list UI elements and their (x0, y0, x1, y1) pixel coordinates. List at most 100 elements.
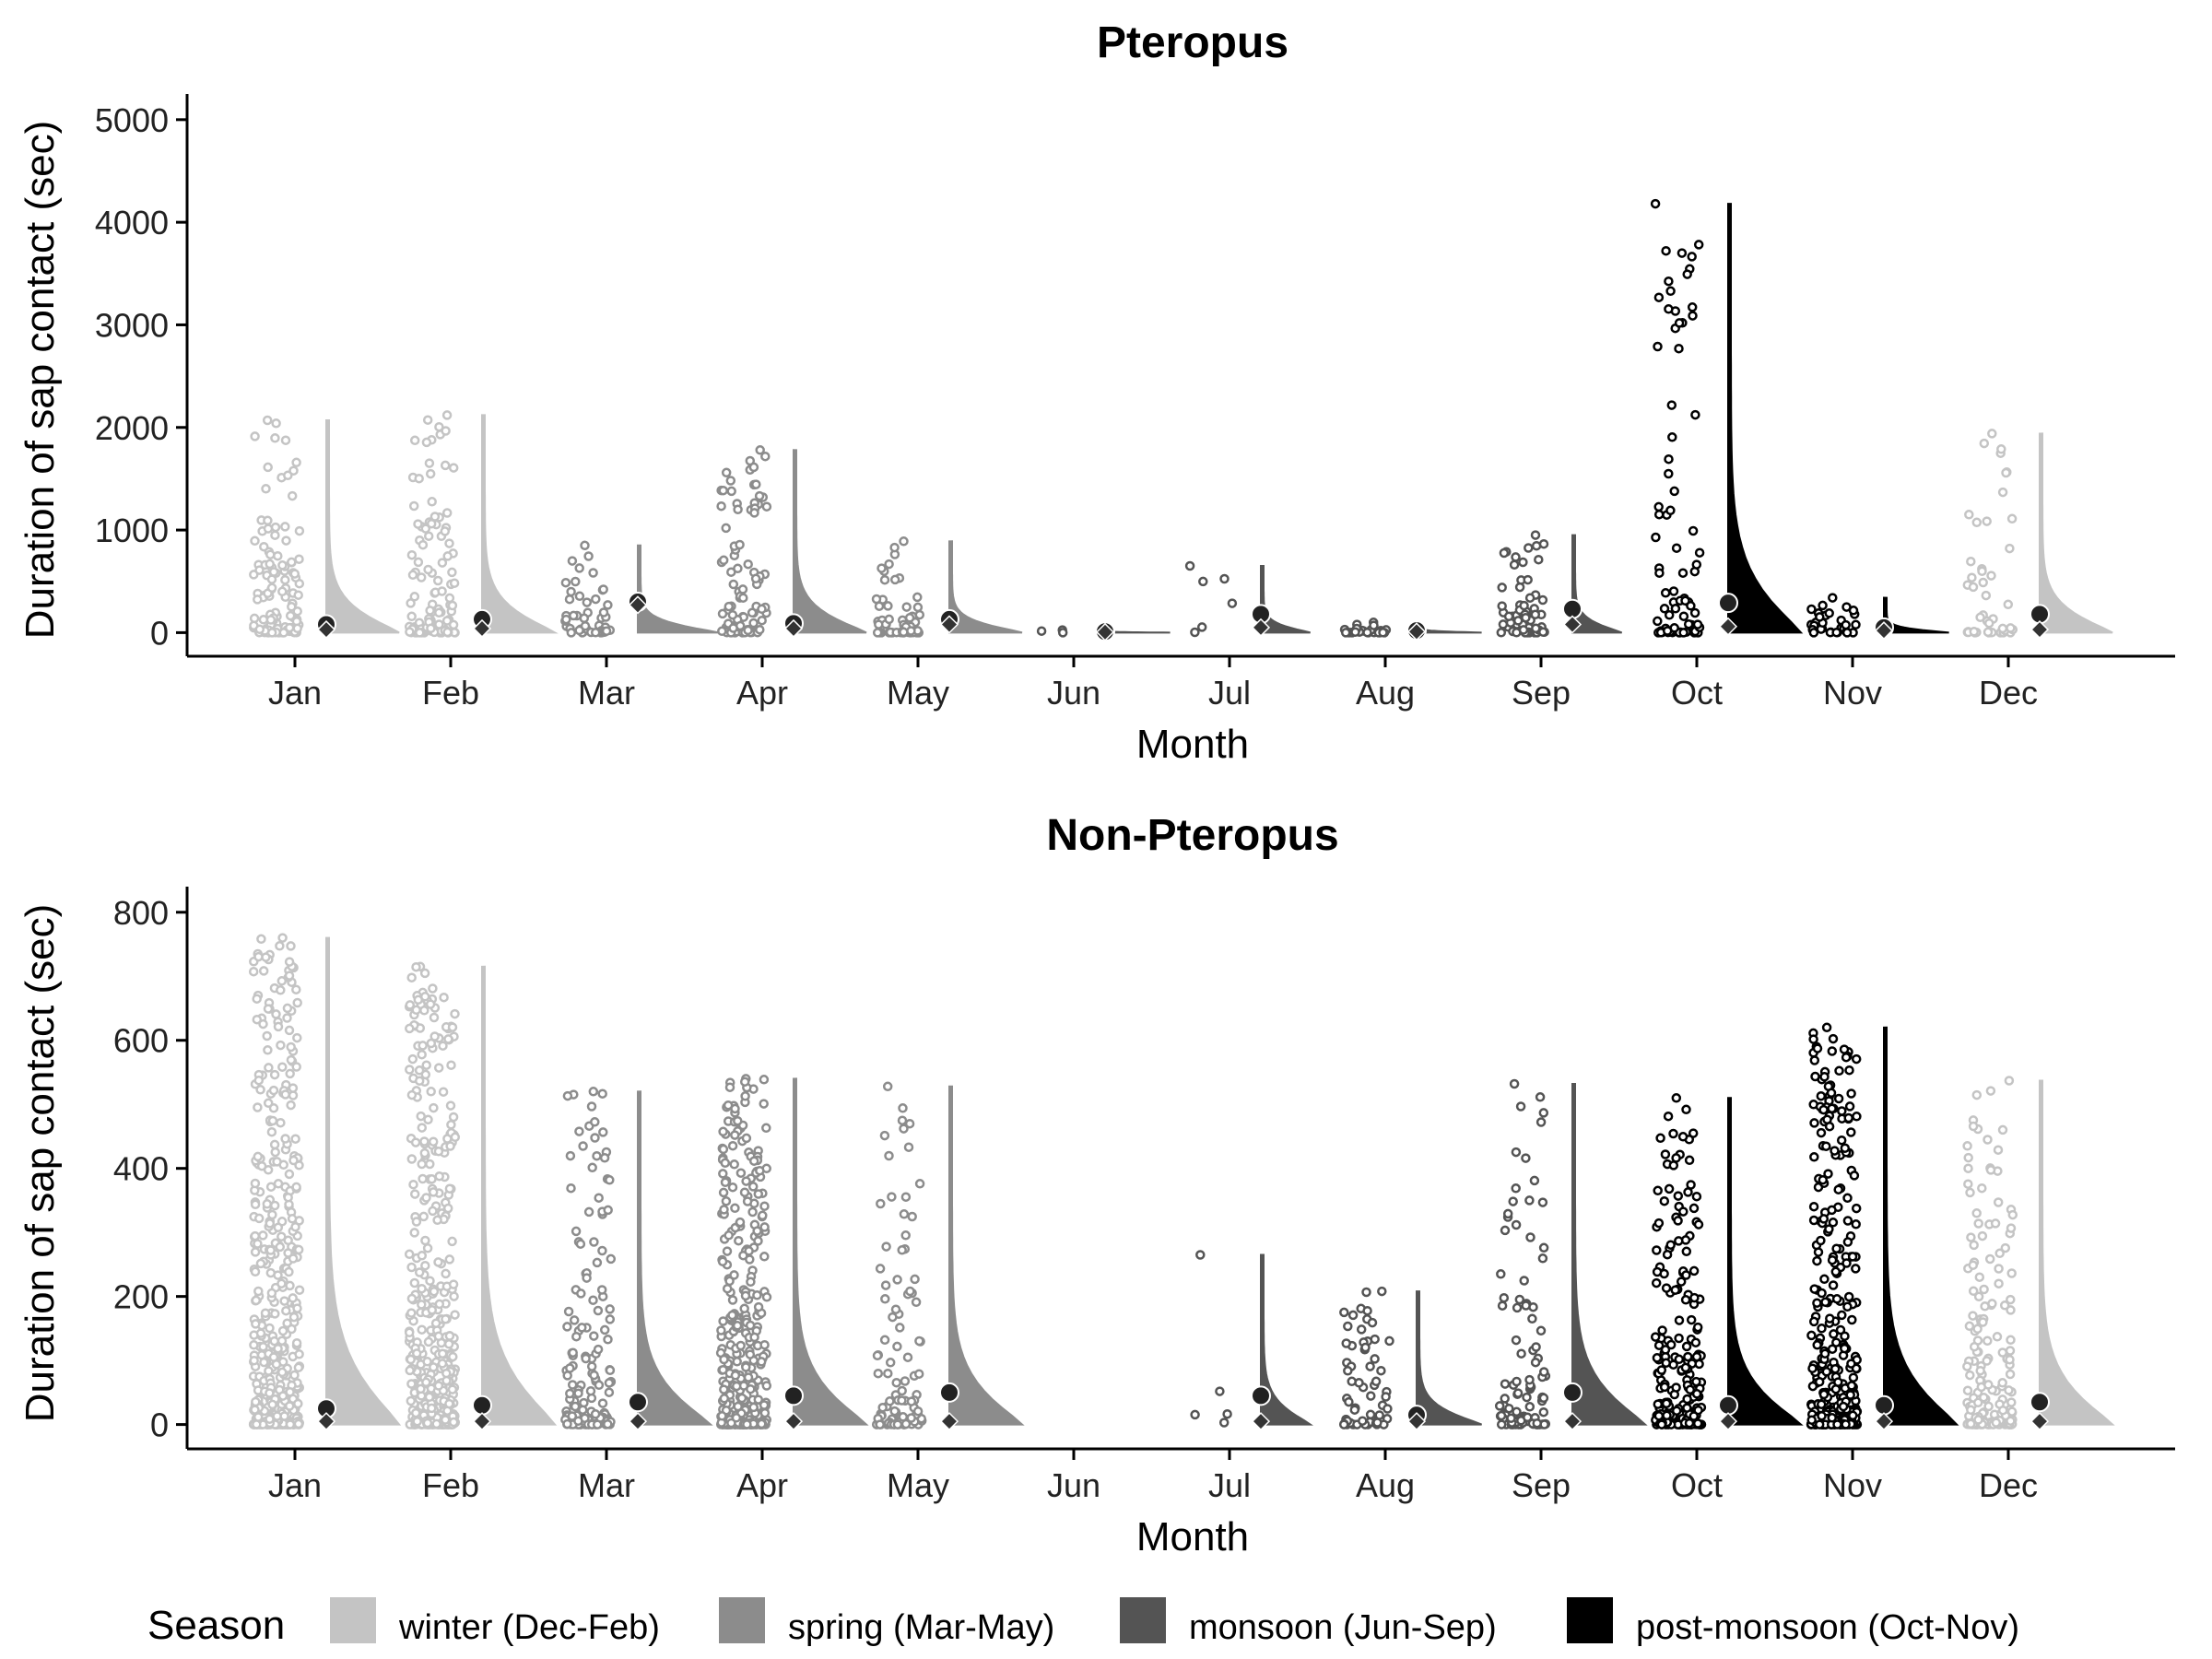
data-point (892, 1419, 903, 1430)
data-point (250, 1247, 261, 1257)
data-point (266, 582, 277, 594)
data-point (1537, 1197, 1548, 1207)
data-point (1371, 1376, 1382, 1387)
data-point (1846, 1127, 1856, 1137)
data-point (249, 1340, 259, 1350)
data-point (567, 1411, 578, 1421)
data-point (1991, 1418, 2002, 1428)
data-point (731, 1381, 742, 1392)
data-point (718, 1187, 729, 1198)
data-point (1996, 444, 2006, 454)
x-tick-label: Nov (1823, 674, 1882, 712)
data-point (1673, 1216, 1683, 1226)
data-point (1509, 1078, 1520, 1089)
data-point (447, 1384, 458, 1394)
data-point (1841, 602, 1852, 612)
data-point (441, 426, 451, 436)
data-point (267, 1399, 277, 1410)
data-point (599, 1153, 610, 1163)
data-point (420, 1069, 431, 1080)
data-point (404, 1249, 415, 1260)
data-point (606, 1253, 617, 1265)
raincloud-apr (716, 445, 867, 639)
data-point (603, 1205, 613, 1216)
density-cloud (2039, 1079, 2115, 1426)
data-point (261, 484, 271, 494)
data-point (441, 508, 453, 518)
data-point (1681, 1104, 1691, 1115)
data-point (1665, 1240, 1676, 1250)
data-point (429, 1362, 439, 1372)
data-point (1222, 1408, 1232, 1419)
data-point (263, 462, 273, 473)
data-point (1531, 540, 1542, 551)
data-point (744, 1246, 754, 1256)
data-point (427, 1305, 438, 1315)
data-point (1664, 304, 1674, 314)
data-point (263, 524, 274, 534)
data-point (276, 1040, 286, 1051)
data-point (409, 435, 420, 446)
data-point (1986, 571, 1996, 581)
data-point (421, 437, 432, 448)
data-point (438, 1087, 449, 1097)
data-point (2006, 1268, 2017, 1278)
data-point (1190, 627, 1200, 638)
data-point (1538, 627, 1548, 637)
data-point (423, 531, 434, 541)
data-point (449, 578, 460, 588)
data-point (437, 1359, 448, 1369)
data-point (250, 1266, 261, 1277)
data-point (1968, 1286, 1979, 1297)
data-point (1512, 628, 1522, 638)
data-point (1821, 1141, 1831, 1151)
data-point (1340, 628, 1351, 638)
data-point (1978, 1317, 1988, 1327)
data-point (292, 1303, 302, 1313)
data-point (904, 1118, 915, 1129)
data-point (264, 1063, 274, 1073)
data-point (891, 1377, 901, 1388)
data-point (879, 1130, 890, 1141)
median-marker (939, 1412, 959, 1431)
data-point (1673, 1191, 1684, 1201)
data-point (250, 1199, 261, 1210)
data-point (419, 1006, 429, 1016)
data-point (727, 1310, 737, 1321)
data-point (1978, 577, 1988, 588)
data-point (1682, 1394, 1692, 1405)
data-point (897, 1385, 907, 1396)
data-point (761, 501, 772, 512)
data-point (277, 1325, 288, 1336)
y-axis-label: Duration of sap contact (sec) (18, 904, 63, 1422)
data-point (255, 1085, 265, 1095)
data-point (418, 1173, 428, 1184)
data-point (428, 983, 438, 994)
data-point (1515, 1101, 1526, 1112)
data-point (280, 522, 290, 532)
data-point (757, 615, 767, 626)
data-point (285, 1068, 295, 1079)
data-point (1682, 269, 1692, 279)
data-point (423, 1336, 434, 1347)
data-point (1810, 1071, 1820, 1082)
data-point (897, 1115, 908, 1125)
data-point (265, 1388, 275, 1398)
data-point (1997, 1124, 2008, 1135)
data-point (1036, 626, 1047, 636)
density-cloud (948, 540, 1023, 634)
data-point (284, 1169, 295, 1180)
data-point (443, 1034, 453, 1044)
data-point (406, 1308, 417, 1318)
data-point (268, 1085, 279, 1096)
data-point (566, 586, 576, 597)
data-point (574, 591, 585, 602)
data-point (1985, 1165, 1996, 1175)
panel-pteropus: Pteropus Duration of sap contact (sec) M… (18, 18, 2175, 767)
data-point (1674, 318, 1685, 328)
data-point (1999, 1300, 2010, 1311)
data-point (1497, 601, 1507, 611)
data-point (1356, 1324, 1367, 1335)
data-point (1656, 1419, 1667, 1430)
data-point (1815, 612, 1825, 622)
